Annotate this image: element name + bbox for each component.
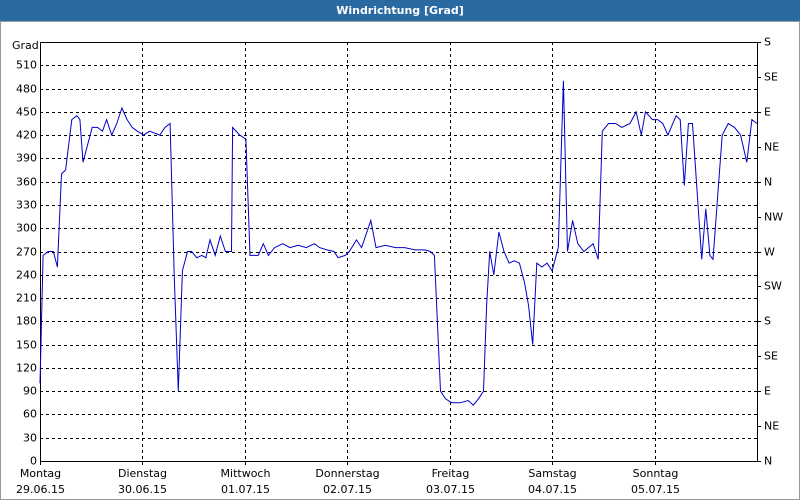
y-tick-label: 510	[16, 59, 37, 72]
y-tick-label: 270	[16, 246, 37, 259]
y2-tick-label: E	[764, 385, 771, 398]
y2-tick-label: W	[764, 246, 775, 259]
y-tick-label: 120	[16, 362, 37, 375]
y-tick-label: 450	[16, 106, 37, 119]
y2-tick-label: NW	[764, 211, 783, 224]
data-line	[39, 80, 758, 406]
y2-tick-label: SE	[764, 350, 778, 363]
x-tick-label: Freitag	[432, 467, 470, 480]
x-tick-label: Donnerstag	[315, 467, 379, 480]
y-tick-label: 150	[16, 339, 37, 352]
y2-tick-label: SE	[764, 71, 778, 84]
y-tick-label: 0	[30, 455, 37, 468]
y-tick-label: 390	[16, 152, 37, 165]
x-tick-label: 29.06.15	[16, 483, 65, 496]
chart-title: Windrichtung [Grad]	[336, 4, 464, 17]
plot-border	[40, 42, 758, 462]
y-tick-label: 300	[16, 222, 37, 235]
x-tick-label: 01.07.15	[221, 483, 270, 496]
title-bar	[0, 0, 800, 21]
y-tick-label: 60	[23, 408, 37, 421]
y2-tick-label: S	[764, 36, 771, 49]
y2-tick-label: S	[764, 315, 771, 328]
x-tick-label: 02.07.15	[323, 483, 372, 496]
x-tick-label: Dienstag	[118, 467, 167, 480]
y-tick-label: 30	[23, 432, 37, 445]
x-tick-label: 03.07.15	[426, 483, 475, 496]
y2-tick-label: N	[764, 176, 772, 189]
x-tick-label: Sonntag	[633, 467, 679, 480]
y-tick-label: 210	[16, 292, 37, 305]
y-tick-label: 180	[16, 315, 37, 328]
y-tick-label: 330	[16, 199, 37, 212]
x-tick-label: 05.07.15	[631, 483, 680, 496]
y-tick-label: 90	[23, 385, 37, 398]
y-tick-label: 360	[16, 176, 37, 189]
y2-tick-label: NE	[764, 420, 779, 433]
y2-tick-label: NE	[764, 141, 779, 154]
y-axis-label: Grad	[12, 39, 39, 52]
y-tick-label: 420	[16, 129, 37, 142]
x-tick-label: 30.06.15	[118, 483, 167, 496]
x-tick-label: 04.07.15	[528, 483, 577, 496]
x-tick-label: Samstag	[528, 467, 576, 480]
y2-tick-label: E	[764, 106, 771, 119]
y-tick-label: 480	[16, 83, 37, 96]
y2-tick-label: N	[764, 455, 772, 468]
y-tick-label: 240	[16, 269, 37, 282]
x-tick-label: Montag	[20, 467, 61, 480]
x-tick-label: Mittwoch	[221, 467, 271, 480]
y2-tick-label: SW	[764, 280, 782, 293]
